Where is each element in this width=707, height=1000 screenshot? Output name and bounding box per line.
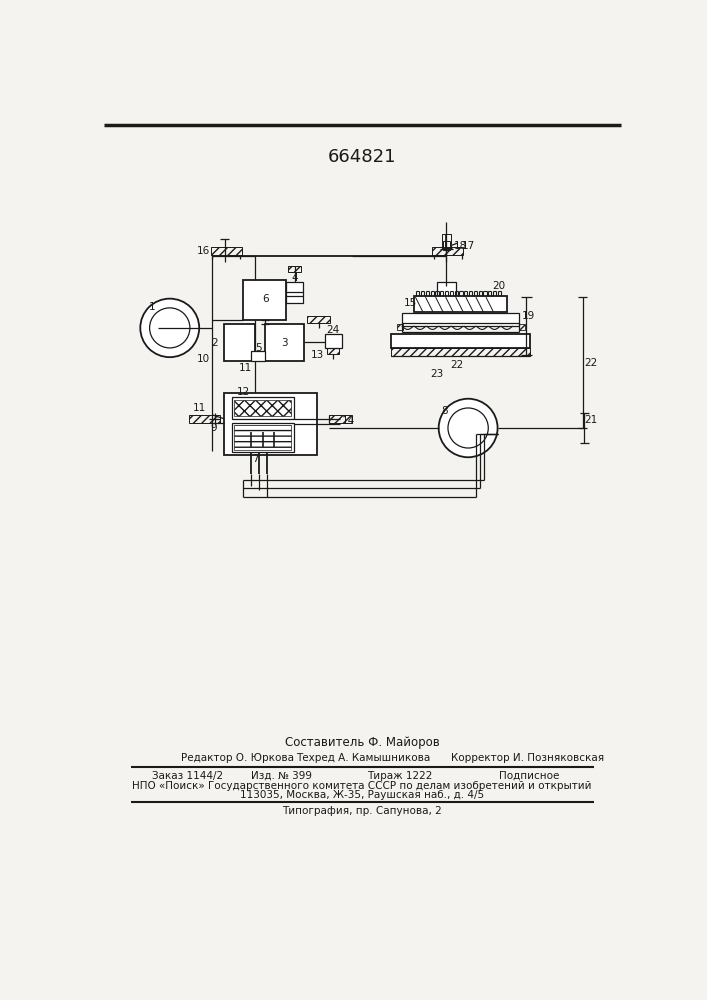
Bar [243, 280, 286, 320]
Text: 18: 18 [454, 241, 467, 251]
Bar [442, 234, 451, 248]
Text: 9: 9 [211, 423, 217, 433]
Bar [232, 397, 293, 419]
Bar [224, 324, 255, 361]
Bar [265, 324, 304, 361]
Text: 664821: 664821 [328, 148, 396, 166]
Text: 16: 16 [197, 246, 210, 256]
Text: 17: 17 [462, 241, 474, 251]
Circle shape [140, 299, 199, 357]
Bar [518, 324, 525, 330]
Bar [232, 423, 293, 452]
Text: 4: 4 [291, 273, 298, 283]
Bar [234, 425, 291, 450]
Text: Корректор И. Позняковская: Корректор И. Позняковская [451, 753, 604, 763]
Bar [391, 334, 530, 348]
Text: 6: 6 [262, 294, 269, 304]
Text: НПО «Поиск» Государственного комитета СССР по делам изобретений и открытий: НПО «Поиск» Государственного комитета СС… [132, 781, 592, 791]
Bar [325, 334, 341, 348]
Bar [224, 393, 317, 455]
Bar [234, 400, 291, 416]
Bar [391, 348, 530, 356]
Bar [433, 247, 464, 255]
Text: 20: 20 [493, 281, 506, 291]
Text: 5: 5 [255, 343, 262, 353]
Text: Типография, пр. Сапунова, 2: Типография, пр. Сапунова, 2 [282, 806, 442, 816]
Bar [437, 282, 456, 297]
Circle shape [448, 408, 489, 448]
Bar [211, 247, 242, 255]
Text: Составитель Ф. Майоров: Составитель Ф. Майоров [285, 736, 439, 749]
Text: 113035, Москва, Ж-35, Раушская наб., д. 4/5: 113035, Москва, Ж-35, Раушская наб., д. … [240, 790, 484, 800]
Text: 1: 1 [148, 302, 156, 312]
Bar [329, 415, 352, 423]
Text: 8: 8 [442, 406, 448, 416]
Bar [443, 241, 450, 250]
Text: 3: 3 [281, 338, 288, 348]
Circle shape [150, 308, 190, 348]
Text: Редактор О. Юркова: Редактор О. Юркова [182, 753, 294, 763]
Circle shape [438, 399, 498, 457]
Text: 13: 13 [310, 350, 324, 360]
Bar [286, 282, 303, 303]
Bar [414, 296, 507, 312]
Text: 22: 22 [584, 358, 597, 368]
Text: Тираж 1222: Тираж 1222 [368, 771, 433, 781]
Bar [307, 316, 330, 323]
Text: Заказ 1144/2: Заказ 1144/2 [152, 771, 223, 781]
Bar [327, 348, 339, 354]
Text: 19: 19 [522, 311, 535, 321]
Text: 14: 14 [341, 416, 355, 426]
Text: 12: 12 [237, 387, 250, 397]
Bar [251, 351, 265, 361]
Text: 15: 15 [404, 298, 416, 308]
Bar [397, 324, 403, 330]
Text: Техред А. Камышникова: Техред А. Камышникова [296, 753, 431, 763]
Text: 22: 22 [450, 360, 463, 370]
Bar [402, 312, 518, 326]
Bar [288, 266, 300, 272]
Bar [189, 415, 220, 423]
Text: Подписное: Подписное [499, 771, 559, 781]
Text: 11: 11 [192, 403, 206, 413]
Text: 7: 7 [252, 454, 258, 464]
Text: 23: 23 [431, 369, 444, 379]
Text: 24: 24 [327, 325, 340, 335]
Text: 11: 11 [239, 363, 252, 373]
Text: Изд. № 399: Изд. № 399 [251, 771, 312, 781]
Text: 21: 21 [584, 415, 597, 425]
Text: 2: 2 [211, 338, 218, 348]
Text: 10: 10 [197, 354, 210, 364]
